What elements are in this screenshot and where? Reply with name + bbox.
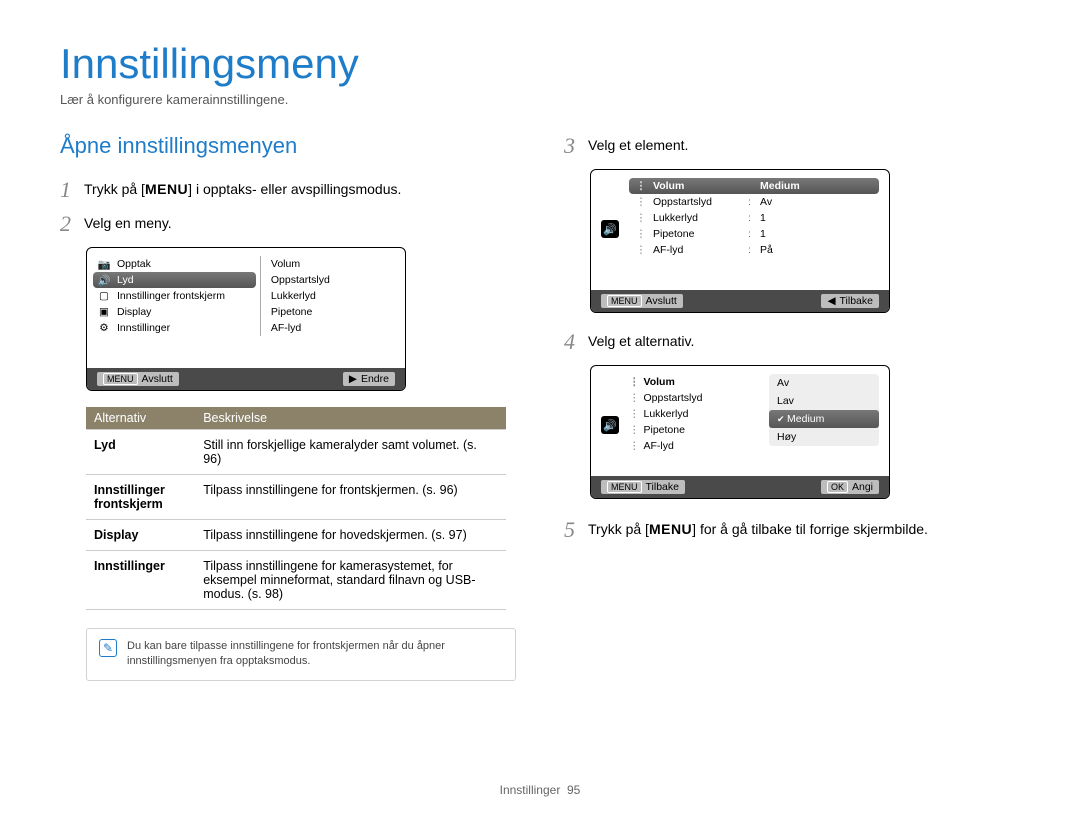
lcd-screenshot-element: 🔊 ⋮Volum:Medium⋮Oppstartslyd:Av⋮Lukkerly…	[590, 169, 890, 313]
step-text: Velg et element.	[588, 133, 688, 153]
table-cell-value: Tilpass innstillingene for kamerasysteme…	[195, 551, 506, 610]
lcd-footer-left: MENU Tilbake	[601, 480, 685, 494]
setting-row: ⋮AF-lyd:På	[629, 242, 879, 258]
menu-item-label: Innstillinger frontskjerm	[117, 290, 225, 302]
lcd-footer-right: ▶ Endre	[343, 372, 395, 386]
menu-item-label: Display	[117, 306, 151, 318]
step-number: 4	[564, 329, 588, 355]
menu-item: 🔊 Lyd	[93, 272, 256, 288]
setting-key: ⋮ Pipetone	[629, 422, 749, 438]
note-box: ✎ Du kan bare tilpasse innstillingene fo…	[86, 628, 516, 681]
speaker-icon: 🔊	[601, 416, 619, 434]
setting-row: ⋮Volum:Medium	[629, 178, 879, 194]
step-1: 1 Trykk på [MENU] i opptaks- eller avspi…	[60, 177, 516, 203]
setting-key: Pipetone	[653, 228, 748, 240]
setting-key: ⋮ Oppstartslyd	[629, 390, 749, 406]
speaker-icon: 🔊	[601, 220, 619, 238]
table-cell-value: Still inn forskjellige kameralyder samt …	[195, 430, 506, 475]
table-cell-value: Tilpass innstillingene for frontskjermen…	[195, 475, 506, 520]
menu-keyword: MENU	[649, 521, 692, 537]
table-cell-key: Display	[86, 520, 195, 551]
option-item: Medium	[769, 410, 879, 428]
lcd-footer-right: OK Angi	[821, 480, 879, 494]
menu-item-icon: ▣	[97, 306, 111, 318]
lcd-screenshot-option: 🔊 ⋮ Volum⋮ Oppstartslyd⋮ Lukkerlyd⋮ Pipe…	[590, 365, 890, 499]
submenu-item: Pipetone	[271, 304, 395, 320]
menu-item: ⚙ Innstillinger	[97, 320, 256, 336]
options-table: Alternativ Beskrivelse LydStill inn fors…	[86, 407, 506, 610]
setting-value: På	[760, 244, 879, 256]
menu-item-icon: 📷	[97, 258, 111, 270]
note-text: Du kan bare tilpasse innstillingene for …	[127, 639, 503, 670]
menu-item: 📷 Opptak	[97, 256, 256, 272]
note-icon: ✎	[99, 639, 117, 657]
table-cell-key: Innstillinger	[86, 551, 195, 610]
step-text-pre: Trykk på [	[84, 181, 145, 197]
setting-key: ⋮ Lukkerlyd	[629, 406, 749, 422]
table-cell-value: Tilpass innstillingene for hovedskjermen…	[195, 520, 506, 551]
step-5: 5 Trykk på [MENU] for å gå tilbake til f…	[564, 517, 1020, 543]
table-cell-key: Innstillinger frontskjerm	[86, 475, 195, 520]
setting-key: AF-lyd	[653, 244, 748, 256]
page-footer: Innstillinger 95	[0, 783, 1080, 797]
option-item: Høy	[769, 428, 879, 446]
submenu-item: Lukkerlyd	[271, 288, 395, 304]
lcd-footer-left: MENU Avslutt	[601, 294, 683, 308]
lcd-footer-left: MENU Avslutt	[97, 372, 179, 386]
step-text-pre: Trykk på [	[588, 521, 649, 537]
page-title: Innstillingsmeny	[60, 40, 1020, 88]
setting-row: ⋮Oppstartslyd:Av	[629, 194, 879, 210]
setting-value: Av	[760, 196, 879, 208]
step-text: Velg en meny.	[84, 211, 172, 231]
menu-item-icon: ▢	[97, 290, 111, 302]
step-text: Velg et alternativ.	[588, 329, 694, 349]
step-4: 4 Velg et alternativ.	[564, 329, 1020, 355]
option-item: Av	[769, 374, 879, 392]
lcd-screenshot-menu: 📷 Opptak 🔊 Lyd ▢ Innstillinger frontskjerm ▣ Di…	[86, 247, 406, 391]
step-text-post: ] for å gå tilbake til forrige skjermbil…	[692, 521, 928, 537]
step-number: 3	[564, 133, 588, 159]
menu-item-label: Opptak	[117, 258, 151, 270]
menu-item-icon: ⚙	[97, 322, 111, 334]
step-text-post: ] i opptaks- eller avspillingsmodus.	[188, 181, 401, 197]
setting-row: ⋮Lukkerlyd:1	[629, 210, 879, 226]
setting-value: 1	[760, 228, 879, 240]
setting-value: Medium	[760, 180, 879, 192]
page-subtitle: Lær å konfigurere kamerainnstillingene.	[60, 92, 1020, 107]
step-number: 2	[60, 211, 84, 237]
menu-item: ▢ Innstillinger frontskjerm	[97, 288, 256, 304]
table-row: DisplayTilpass innstillingene for hoveds…	[86, 520, 506, 551]
step-2: 2 Velg en meny.	[60, 211, 516, 237]
table-header: Beskrivelse	[195, 407, 506, 430]
submenu-item: Volum	[271, 256, 395, 272]
setting-row: ⋮Pipetone:1	[629, 226, 879, 242]
menu-item-label: Lyd	[117, 274, 134, 286]
table-row: LydStill inn forskjellige kameralyder sa…	[86, 430, 506, 475]
menu-keyword: MENU	[145, 181, 188, 197]
setting-value: 1	[760, 212, 879, 224]
step-3: 3 Velg et element.	[564, 133, 1020, 159]
menu-item: ▣ Display	[97, 304, 256, 320]
table-header: Alternativ	[86, 407, 195, 430]
submenu-item: AF-lyd	[271, 320, 395, 336]
table-row: Innstillinger frontskjermTilpass innstil…	[86, 475, 506, 520]
step-number: 5	[564, 517, 588, 543]
setting-key: ⋮ AF-lyd	[629, 438, 749, 454]
section-heading: Åpne innstillingsmenyen	[60, 133, 516, 159]
table-cell-key: Lyd	[86, 430, 195, 475]
table-row: InnstillingerTilpass innstillingene for …	[86, 551, 506, 610]
setting-key: Oppstartslyd	[653, 196, 748, 208]
menu-item-icon: 🔊	[97, 274, 111, 286]
setting-key: Volum	[653, 180, 748, 192]
step-number: 1	[60, 177, 84, 203]
setting-key: ⋮ Volum	[629, 374, 749, 390]
option-item: Lav	[769, 392, 879, 410]
setting-key: Lukkerlyd	[653, 212, 748, 224]
lcd-footer-right: ◀ Tilbake	[821, 294, 879, 308]
submenu-item: Oppstartslyd	[271, 272, 395, 288]
menu-item-label: Innstillinger	[117, 322, 170, 334]
